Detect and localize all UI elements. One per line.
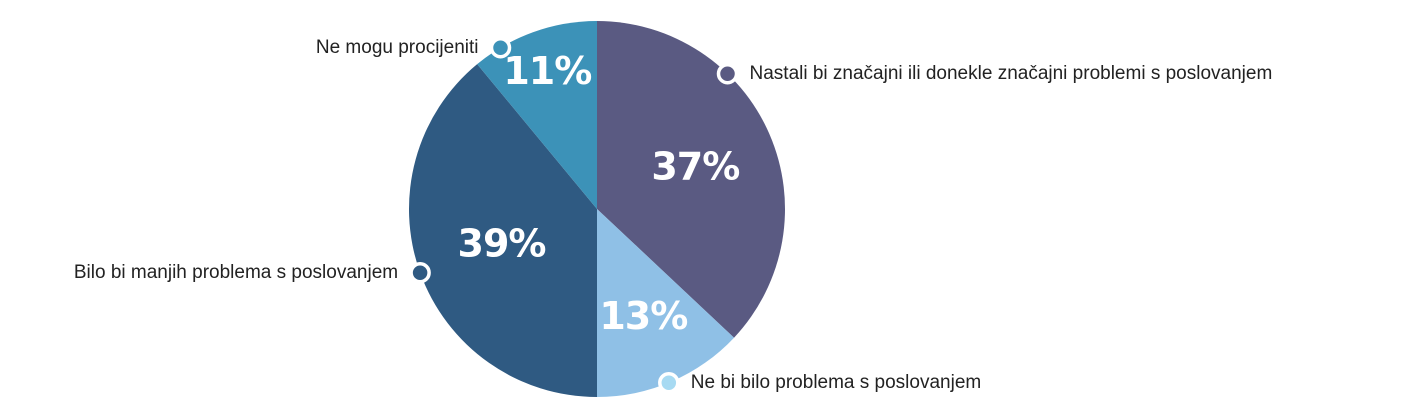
percentage-labels: 37% 13% 39% 11% (458, 49, 741, 338)
slice-category-label: Bilo bi manjih problema s poslovanjem (74, 262, 398, 283)
slice-percent-label: 39% (458, 221, 546, 265)
slice-percent-label: 37% (651, 144, 739, 188)
slice-category-label: Nastali bi značajni ili donekle značajni… (750, 63, 1273, 84)
callout-dot (409, 261, 431, 284)
pie-slices (409, 21, 785, 398)
pie-slice (409, 64, 597, 398)
pie-slice (477, 21, 597, 209)
callout-dot (489, 36, 512, 59)
pie-slice (597, 209, 735, 397)
slice-category-label: Ne mogu procijeniti (316, 37, 479, 58)
callout-dot (716, 62, 739, 85)
slice-percent-label: 11% (503, 49, 591, 93)
slice-percent-label: 13% (599, 294, 687, 338)
slice-category-label: Ne bi bilo problema s poslovanjem (691, 372, 981, 393)
callout-dot (658, 371, 680, 394)
pie-slice (597, 21, 785, 338)
slice-callouts: Nastali bi značajni ili donekle značajni… (74, 36, 1273, 394)
